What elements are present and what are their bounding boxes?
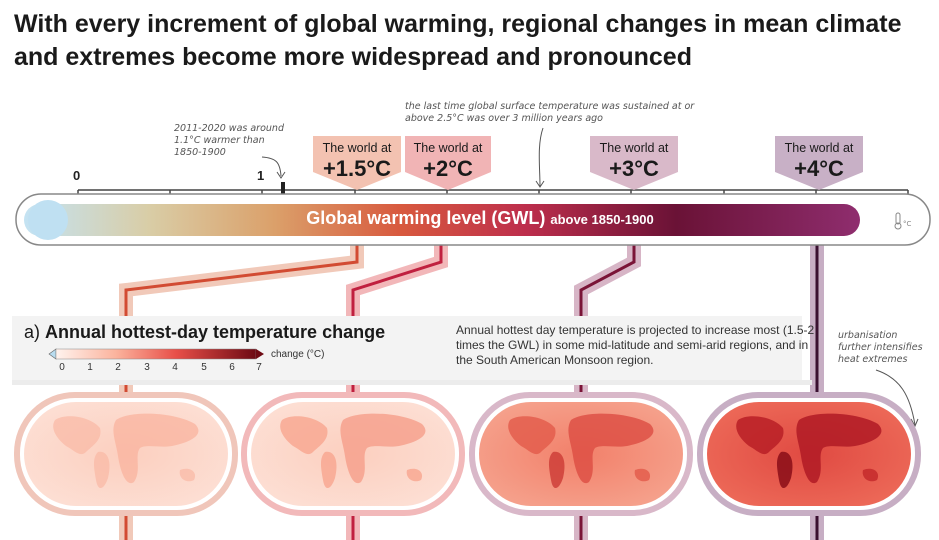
world-card-2c: The world at +2°C xyxy=(405,140,491,182)
map-2c xyxy=(241,392,465,516)
scale-tick: 4 xyxy=(172,362,178,373)
world-card-level: +4°C xyxy=(794,156,844,181)
scale-title: change (°C) xyxy=(271,349,325,360)
past-temperature-note: the last time global surface temperature… xyxy=(405,101,695,124)
world-card-heading: The world at xyxy=(599,141,669,155)
world-card-level: +2°C xyxy=(423,156,473,181)
scale-tick: 2 xyxy=(115,362,121,373)
scale-tick: 6 xyxy=(229,362,235,373)
gwl-label-main: Global warming level (GWL) xyxy=(306,208,546,228)
map-4c xyxy=(697,392,921,516)
connector-stems xyxy=(119,232,824,540)
svg-text:°C: °C xyxy=(903,220,912,228)
world-card-heading: The world at xyxy=(413,141,483,155)
main-title: With every increment of global warming, … xyxy=(14,10,902,71)
urbanisation-note: urbanisation further intensifies heat ex… xyxy=(838,330,923,365)
scale-tick: 0 xyxy=(59,362,65,373)
panel-header-band xyxy=(12,316,802,380)
world-card-heading: The world at xyxy=(784,141,854,155)
gwl-label: Global warming level (GWL) above 1850-19… xyxy=(200,206,760,232)
axis-label-zero: 0 xyxy=(73,168,81,183)
world-card-3c: The world at +3°C xyxy=(590,140,678,182)
world-cards xyxy=(313,136,863,190)
map-3c xyxy=(469,392,693,516)
thermometer: °C xyxy=(15,193,931,246)
scale-tick: 1 xyxy=(87,362,93,373)
panel-title: a) Annual hottest-day temperature change xyxy=(24,320,385,344)
scale-tick: 5 xyxy=(201,362,207,373)
world-card-level: +1.5°C xyxy=(322,156,392,181)
world-card-4c: The world at +4°C xyxy=(775,140,863,182)
panel-description: Annual hottest day temperature is projec… xyxy=(456,323,815,367)
change-color-scale xyxy=(48,348,264,360)
map-1-5c xyxy=(14,392,238,516)
scale-tick: 7 xyxy=(256,362,262,373)
scale-tick: 3 xyxy=(144,362,150,373)
gwl-label-sub: above 1850-1900 xyxy=(550,212,654,227)
thermometer-celsius-icon: °C xyxy=(894,212,912,230)
panel-letter: a) xyxy=(24,322,41,342)
world-card-heading: The world at xyxy=(322,141,392,155)
world-card-1-5c: The world at +1.5°C xyxy=(313,140,401,182)
axis-label-one: 1 xyxy=(257,168,265,183)
current-warming-marker xyxy=(281,182,285,198)
panel-title-text: Annual hottest-day temperature change xyxy=(45,322,386,342)
world-card-level: +3°C xyxy=(609,156,659,181)
period-note: 2011-2020 was around 1.1°C warmer than 1… xyxy=(174,123,284,158)
annotation-pointers xyxy=(261,127,919,428)
